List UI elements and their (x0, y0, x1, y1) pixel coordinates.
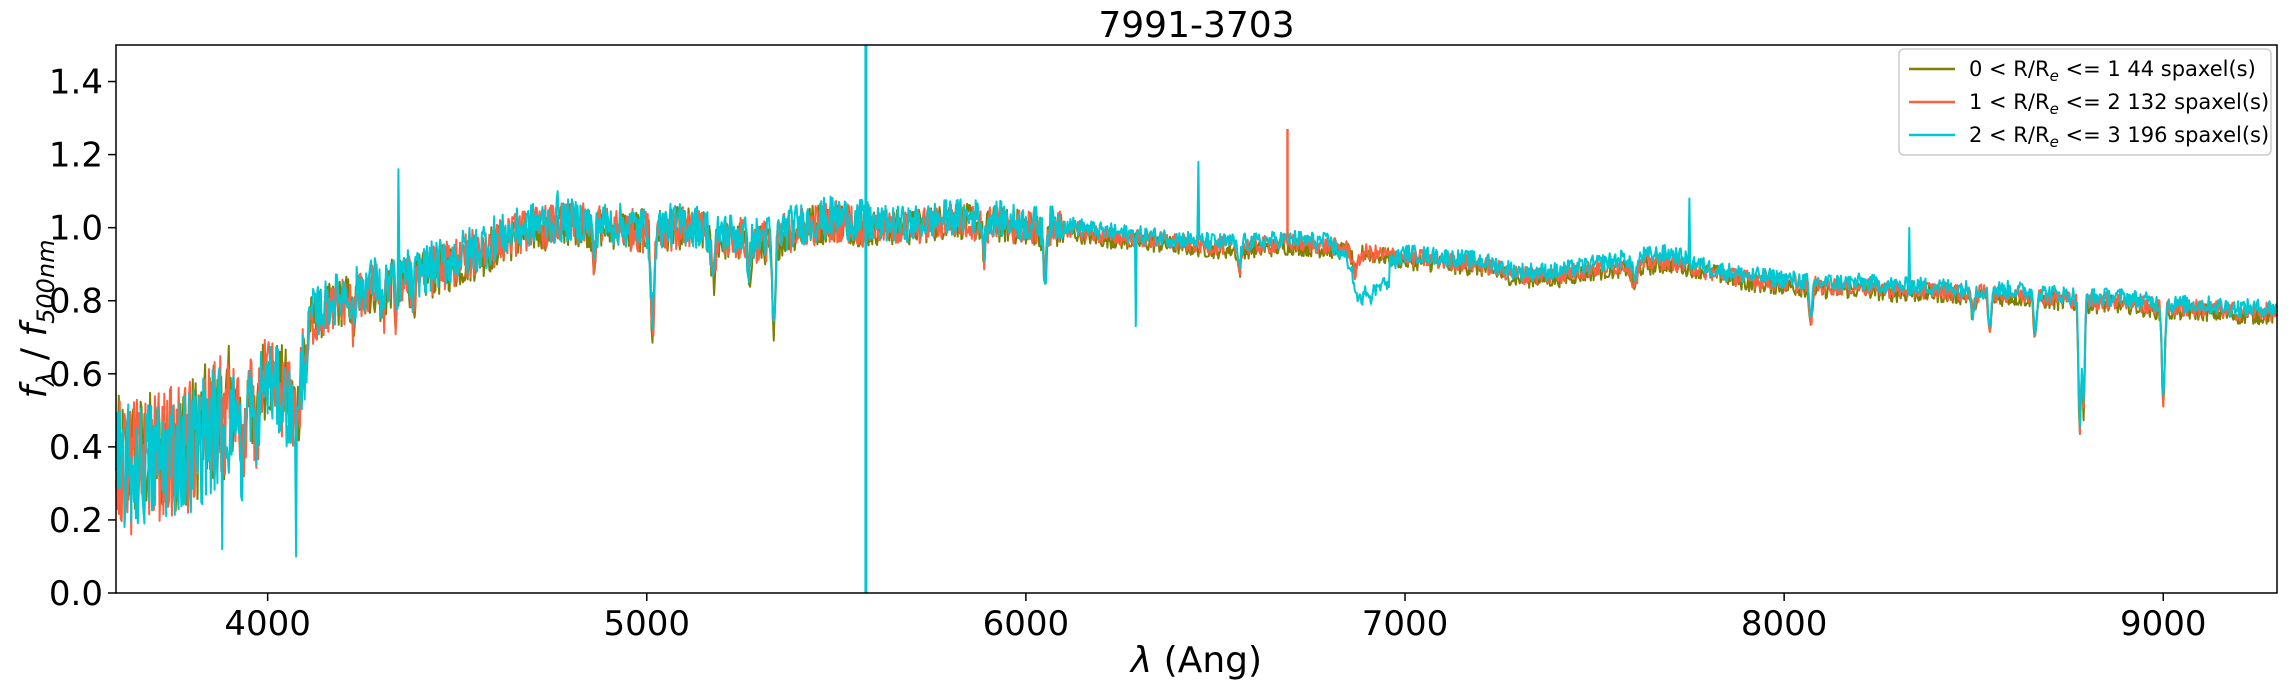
x-tick-label: 4000 (224, 604, 311, 644)
legend: 0 < R/Re <= 1 44 spaxel(s) 1 < R/Re <= 2 … (1898, 48, 2272, 156)
legend-entry-2: 1 < R/Re <= 2 132 spaxel(s) (1909, 90, 2269, 118)
legend-label: 2 < R/Re <= 3 196 spaxel(s) (1969, 123, 2269, 151)
y-label-numerator-sub: λ (32, 372, 60, 388)
y-tick-label: 0.6 (49, 355, 103, 395)
y-label-denominator-sub: 500nm (32, 240, 60, 324)
x-tick-label: 8000 (1741, 604, 1828, 644)
legend-entry-3: 2 < R/Re <= 3 196 spaxel(s) (1909, 123, 2269, 151)
y-tick-label: 1.0 (49, 209, 103, 249)
y-tick-label: 0.4 (49, 428, 103, 468)
plot-frame (115, 44, 2278, 594)
y-tick-label: 1.2 (49, 136, 103, 176)
x-tick-label: 9000 (2120, 604, 2207, 644)
x-axis-ticks: 4000 5000 6000 7000 8000 9000 (224, 593, 2207, 644)
x-axis-label-unit: (Ang) (1152, 640, 1262, 681)
series-line-3 (115, 160, 2278, 558)
y-axis-label: fλ / f500nm (14, 240, 60, 399)
legend-entry-1: 0 < R/Re <= 1 44 spaxel(s) (1909, 57, 2256, 85)
legend-label: 0 < R/Re <= 1 44 spaxel(s) (1969, 57, 2256, 85)
y-tick-label: 1.4 (49, 63, 103, 103)
y-label-separator: / (14, 337, 55, 372)
x-tick-label: 6000 (983, 604, 1070, 644)
chart-title: 7991-3703 (1098, 5, 1294, 46)
y-tick-label: 0.8 (49, 282, 103, 322)
x-tick-label: 7000 (1362, 604, 1449, 644)
x-axis-label-symbol: λ (1129, 640, 1152, 681)
y-tick-label: 0.0 (49, 574, 103, 614)
y-tick-label: 0.2 (49, 501, 103, 541)
legend-label: 1 < R/Re <= 2 132 spaxel(s) (1969, 90, 2269, 118)
y-axis-ticks: 0.0 0.2 0.4 0.6 0.8 1.0 1.2 1.4 (49, 63, 116, 614)
x-axis-label: λ (Ang) (1129, 640, 1262, 681)
x-tick-label: 5000 (604, 604, 691, 644)
legend-box (1898, 48, 2272, 156)
series-lines (115, 45, 2278, 593)
